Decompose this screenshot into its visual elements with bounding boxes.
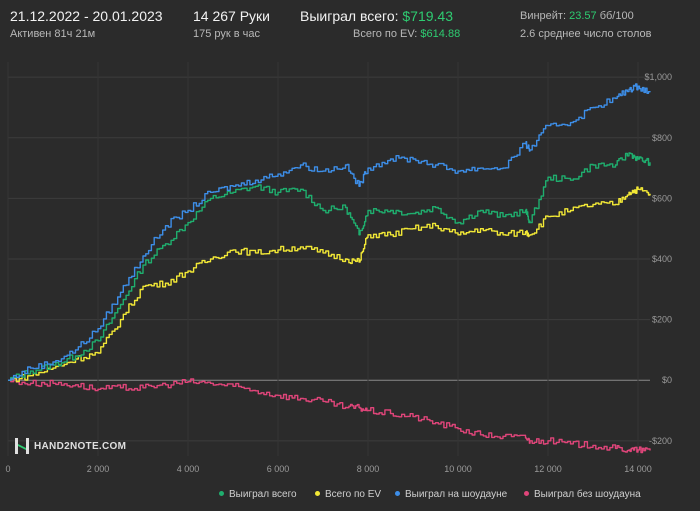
legend-item-showdown: Выиграл на шоудауне (395, 489, 507, 500)
y-tick-label: $1,000 (644, 72, 672, 82)
ev-total-value: $614.88 (420, 28, 461, 40)
ev-total-label: Всего по EV: (353, 28, 418, 40)
chart-legend: Выиграл всего Всего по EV Выиграл на шоу… (0, 489, 700, 503)
series-line-showdown (8, 83, 651, 381)
legend-dot-non-showdown (524, 490, 529, 496)
series-line-ev (8, 186, 651, 383)
y-tick-label: $600 (652, 193, 672, 203)
ev-total-stat: Всего по EV: $614.88 (353, 28, 460, 40)
winrate-unit: бб/100 (599, 10, 634, 22)
x-tick-label: 14 000 (624, 464, 652, 474)
legend-label-ev: Всего по EV (325, 489, 382, 500)
won-total-value: $719.43 (402, 8, 453, 24)
won-total-label: Выиграл всего: (300, 8, 399, 24)
hand2note-logo: HAND2NOTE.COM (14, 437, 126, 455)
x-tick-label: 4 000 (177, 464, 200, 474)
legend-item-non-showdown: Выиграл без шоудауна (524, 489, 641, 500)
series-line-non-showdown (8, 378, 651, 454)
legend-item-won-total: Выиграл всего (219, 489, 297, 500)
y-tick-label: $200 (652, 315, 672, 325)
winrate-stat: Винрейт: 23.57 бб/100 (520, 10, 634, 22)
tables-average: 2.6 среднее число столов (520, 28, 652, 40)
winrate-value: 23.57 (569, 10, 597, 22)
active-time: Активен 81ч 21м (10, 28, 96, 40)
date-range: 21.12.2022 - 20.01.2023 (10, 8, 163, 24)
legend-dot-showdown (395, 490, 400, 496)
x-tick-label: 0 (5, 464, 10, 474)
x-tick-label: 6 000 (267, 464, 290, 474)
hand2note-logo-icon (15, 438, 29, 454)
x-tick-label: 10 000 (444, 464, 472, 474)
y-tick-label: $800 (652, 133, 672, 143)
x-tick-label: 2 000 (87, 464, 110, 474)
legend-label-non-showdown: Выиграл без шоудауна (534, 489, 641, 500)
legend-item-ev: Всего по EV (315, 489, 381, 500)
series-line-won-total (8, 152, 651, 381)
legend-dot-ev (315, 490, 320, 496)
won-total-stat: Выиграл всего: $719.43 (300, 8, 453, 24)
x-tick-label: 8 000 (357, 464, 380, 474)
y-tick-label: $0 (662, 375, 672, 385)
legend-dot-won-total (219, 490, 224, 496)
y-tick-label: $400 (652, 254, 672, 264)
hand2note-logo-text: HAND2NOTE.COM (34, 440, 127, 452)
x-tick-label: 12 000 (534, 464, 562, 474)
y-tick-label: -$200 (649, 436, 672, 446)
hands-per-hour: 175 рук в час (193, 28, 261, 40)
hands-count: 14 267 Руки (193, 8, 270, 24)
legend-label-won-total: Выиграл всего (229, 489, 297, 500)
legend-label-showdown: Выиграл на шоудауне (405, 489, 508, 500)
winrate-label: Винрейт: (520, 10, 567, 22)
